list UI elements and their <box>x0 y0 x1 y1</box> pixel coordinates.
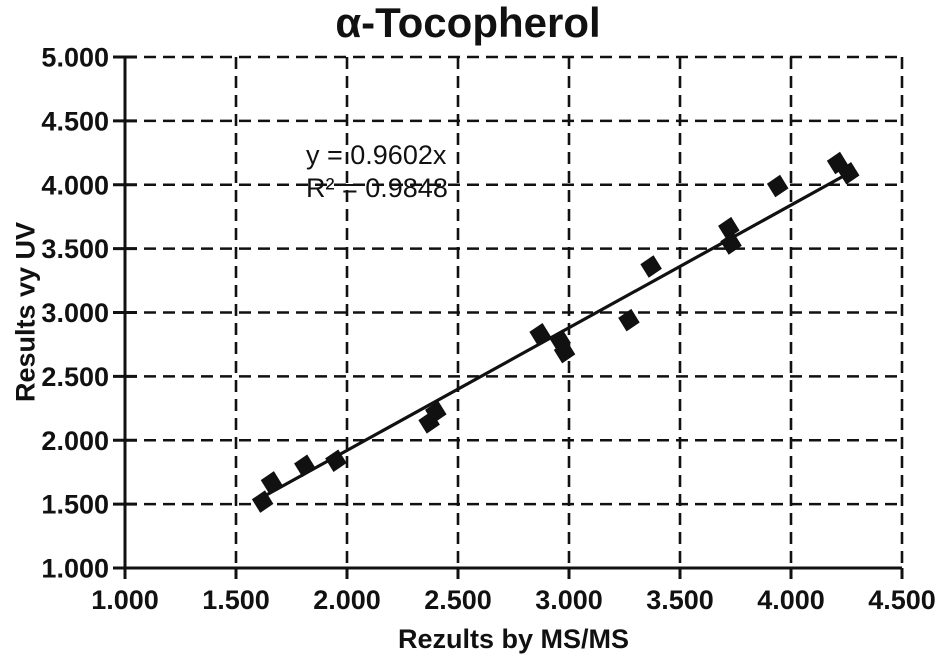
y-tick-label: 5.000 <box>41 43 109 73</box>
y-tick-label: 1.000 <box>41 554 109 584</box>
data-point-marker <box>553 340 576 364</box>
x-axis-title: Rezults by MS/MS <box>397 624 630 654</box>
data-point-marker <box>294 454 316 478</box>
data-point-marker <box>251 490 274 513</box>
x-tick-label: 2.500 <box>424 585 492 615</box>
x-tick-label: 1.000 <box>91 585 159 615</box>
trendline-r-squared: R² = 0.9848 <box>306 173 448 203</box>
x-tick-label: 3.000 <box>535 585 603 615</box>
y-tick-label: 2.000 <box>41 426 109 456</box>
y-tick-label: 3.500 <box>41 234 109 264</box>
data-point-marker <box>529 322 551 346</box>
y-tick-label: 4.500 <box>41 106 109 136</box>
data-point-marker <box>260 471 283 494</box>
data-point-marker <box>618 308 640 332</box>
x-tick-label: 4.500 <box>868 585 936 615</box>
chart-title: α-Tocopherol <box>335 0 601 46</box>
data-point-marker <box>640 255 662 278</box>
data-point-marker <box>766 174 789 198</box>
x-tick-label: 1.500 <box>202 585 270 615</box>
x-tick-label: 4.000 <box>757 585 825 615</box>
y-axis-title: Results vy UV <box>10 221 41 403</box>
trendline-equation: y = 0.9602x <box>306 140 447 170</box>
data-point-marker <box>425 400 447 424</box>
data-point-marker <box>325 449 347 472</box>
y-tick-label: 2.500 <box>41 362 109 392</box>
y-tick-label: 4.000 <box>41 170 109 200</box>
y-tick-label: 3.000 <box>41 298 109 328</box>
data-point-marker <box>720 232 742 255</box>
x-tick-label: 3.500 <box>646 585 714 615</box>
data-point-marker <box>837 162 860 185</box>
x-tick-label: 2.000 <box>313 585 381 615</box>
y-tick-label: 1.500 <box>41 490 109 520</box>
trendline-annotation: y = 0.9602x R² = 0.9848 <box>306 139 448 205</box>
